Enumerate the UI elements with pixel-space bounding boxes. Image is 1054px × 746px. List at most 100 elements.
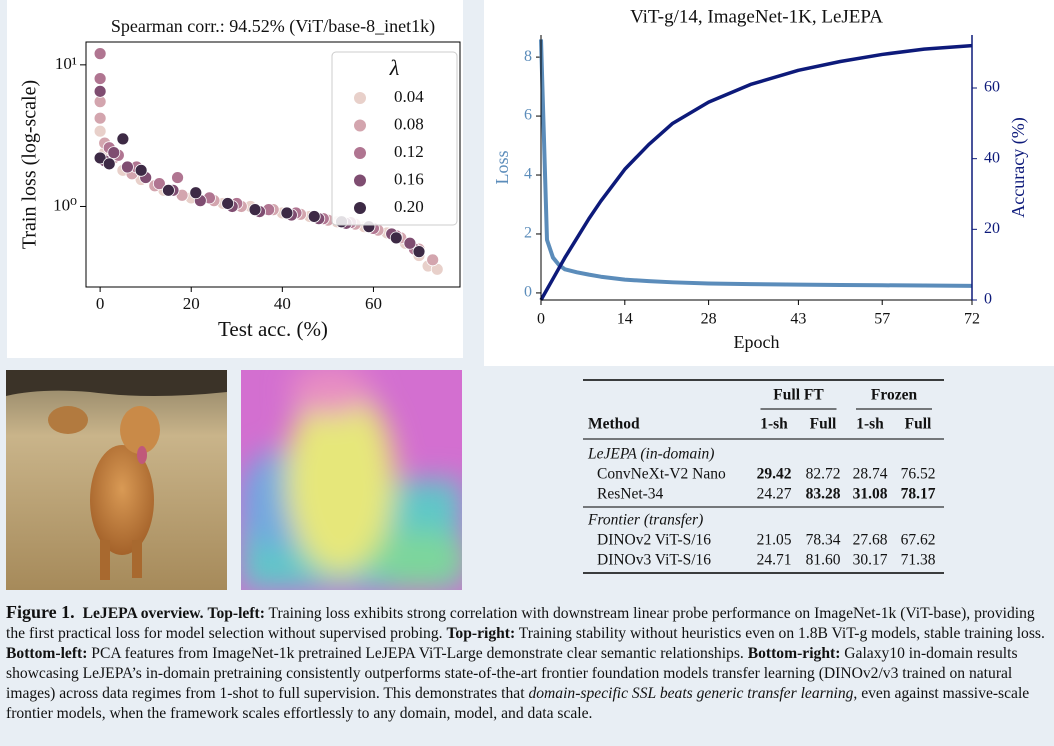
x-tick-label: 20 [183, 294, 200, 313]
y-axis-label: Loss [492, 150, 512, 184]
x-tick-label: 14 [617, 311, 633, 328]
point [93, 124, 107, 138]
point [93, 111, 107, 125]
table-cell: 83.28 [806, 486, 841, 503]
legend-title: λ [389, 55, 400, 80]
caption-text: Training loss exhibits strong correlatio… [6, 605, 1035, 642]
y-tick-label: 8 [524, 48, 532, 65]
table-cell: 24.71 [757, 552, 792, 569]
plot-frame [85, 41, 461, 288]
point [248, 203, 262, 217]
caption-text: Training stability without heuristics ev… [515, 625, 1045, 642]
point [426, 253, 440, 267]
figure: Spearman corr.: 94.52% (ViT/base-8_inet1… [6, 0, 1054, 590]
table-cell: 31.08 [853, 486, 888, 503]
caption-bold: LeJEPA overview. [82, 605, 204, 622]
table-header: Full [810, 416, 837, 433]
table-header: Method [588, 416, 640, 433]
line [539, 39, 973, 288]
y2-tick-label: 0 [984, 291, 992, 308]
legend-label: 0.08 [394, 114, 424, 133]
table-cell: 82.72 [806, 466, 841, 483]
legend-label: 0.04 [394, 87, 424, 106]
point [307, 210, 321, 223]
dog-photo [6, 370, 227, 590]
point [116, 132, 130, 146]
y-tick-label: 10¹ [55, 54, 77, 73]
table-cell: ConvNeXt-V2 Nano [597, 466, 726, 483]
x-axis-label: Epoch [734, 332, 780, 352]
point [389, 231, 403, 245]
table-group: Full FT [773, 387, 824, 404]
point [171, 171, 184, 184]
caption-text: PCA features from ImageNet-1k pretrained… [87, 645, 748, 662]
caption: Figure 1. LeJEPA overview. Top-left: Tra… [6, 602, 1048, 724]
table-cell: DINOv2 ViT-S/16 [597, 532, 711, 549]
y-axis-label: Train loss (log-scale) [19, 80, 41, 249]
table-cell: 29.42 [757, 466, 792, 483]
y-tick-label: 10⁰ [53, 195, 77, 214]
y-tick-label: 0 [524, 284, 532, 301]
panel [484, 0, 1054, 366]
x-tick-label: 0 [96, 294, 105, 313]
point [162, 183, 175, 197]
caption-text: Galaxy10 in-domain results showcasing Le… [6, 645, 1018, 702]
point [93, 72, 107, 85]
table-cell: 27.68 [853, 532, 888, 549]
legend-swatch [354, 202, 366, 214]
table-section: Frontier (transfer) [587, 512, 703, 529]
x-tick-label: 40 [274, 294, 291, 313]
table-cell: 76.52 [901, 466, 936, 483]
point [412, 245, 426, 259]
caption-bold: Bottom-right: [747, 645, 841, 662]
legend-label: 0.12 [394, 142, 424, 161]
x-tick-label: 0 [537, 311, 545, 328]
x-tick-label: 57 [874, 311, 890, 328]
table-header: 1-sh [760, 416, 788, 433]
table-group: Frozen [871, 387, 918, 404]
x-tick-label: 72 [964, 311, 980, 328]
caption-italic: domain-specific SSL beats generic transf… [528, 685, 854, 702]
line [539, 43, 973, 301]
point [189, 186, 203, 200]
pca-map [241, 370, 462, 590]
x-tick-label: 60 [365, 294, 382, 313]
x-tick-label: 43 [790, 311, 806, 328]
figure-label: Figure 1. [6, 602, 75, 622]
point [221, 197, 235, 210]
caption-bold: Bottom-left: [6, 645, 88, 662]
x-tick-label: 28 [701, 311, 717, 328]
point [93, 151, 107, 165]
point [102, 157, 116, 171]
table-header: 1-sh [856, 416, 884, 433]
caption-bold: Top-right: [446, 625, 516, 642]
y2-axis-label: Accuracy (%) [1008, 117, 1029, 217]
table-section: LeJEPA (in-domain) [587, 446, 714, 463]
point [403, 236, 417, 250]
point [107, 146, 121, 160]
chart-title: Spearman corr.: 94.52% (ViT/base-8_inet1… [111, 16, 435, 37]
legend-swatch [354, 174, 366, 187]
table-cell: DINOv3 ViT-S/16 [597, 552, 711, 569]
table-header: Full [905, 416, 932, 433]
point [280, 206, 294, 220]
table-cell: 21.05 [757, 532, 792, 549]
chart-title: ViT-g/14, ImageNet-1K, LeJEPA [630, 6, 883, 27]
legend-swatch [354, 92, 366, 104]
legend-swatch [354, 119, 366, 132]
table-cell: ResNet-34 [597, 486, 664, 503]
y2-tick-label: 20 [984, 220, 1000, 237]
table-cell: 30.17 [853, 552, 888, 569]
table-cell: 71.38 [901, 552, 936, 569]
y-tick-label: 4 [524, 166, 532, 183]
table-cell: 28.74 [853, 466, 888, 483]
point [93, 84, 107, 98]
point [93, 47, 107, 61]
y-tick-label: 6 [524, 107, 532, 124]
table-cell: 81.60 [806, 552, 841, 569]
table-cell: 67.62 [901, 532, 936, 549]
y2-tick-label: 60 [984, 79, 1000, 96]
x-axis-label: Test acc. (%) [218, 317, 328, 341]
legend-label: 0.16 [394, 169, 424, 188]
